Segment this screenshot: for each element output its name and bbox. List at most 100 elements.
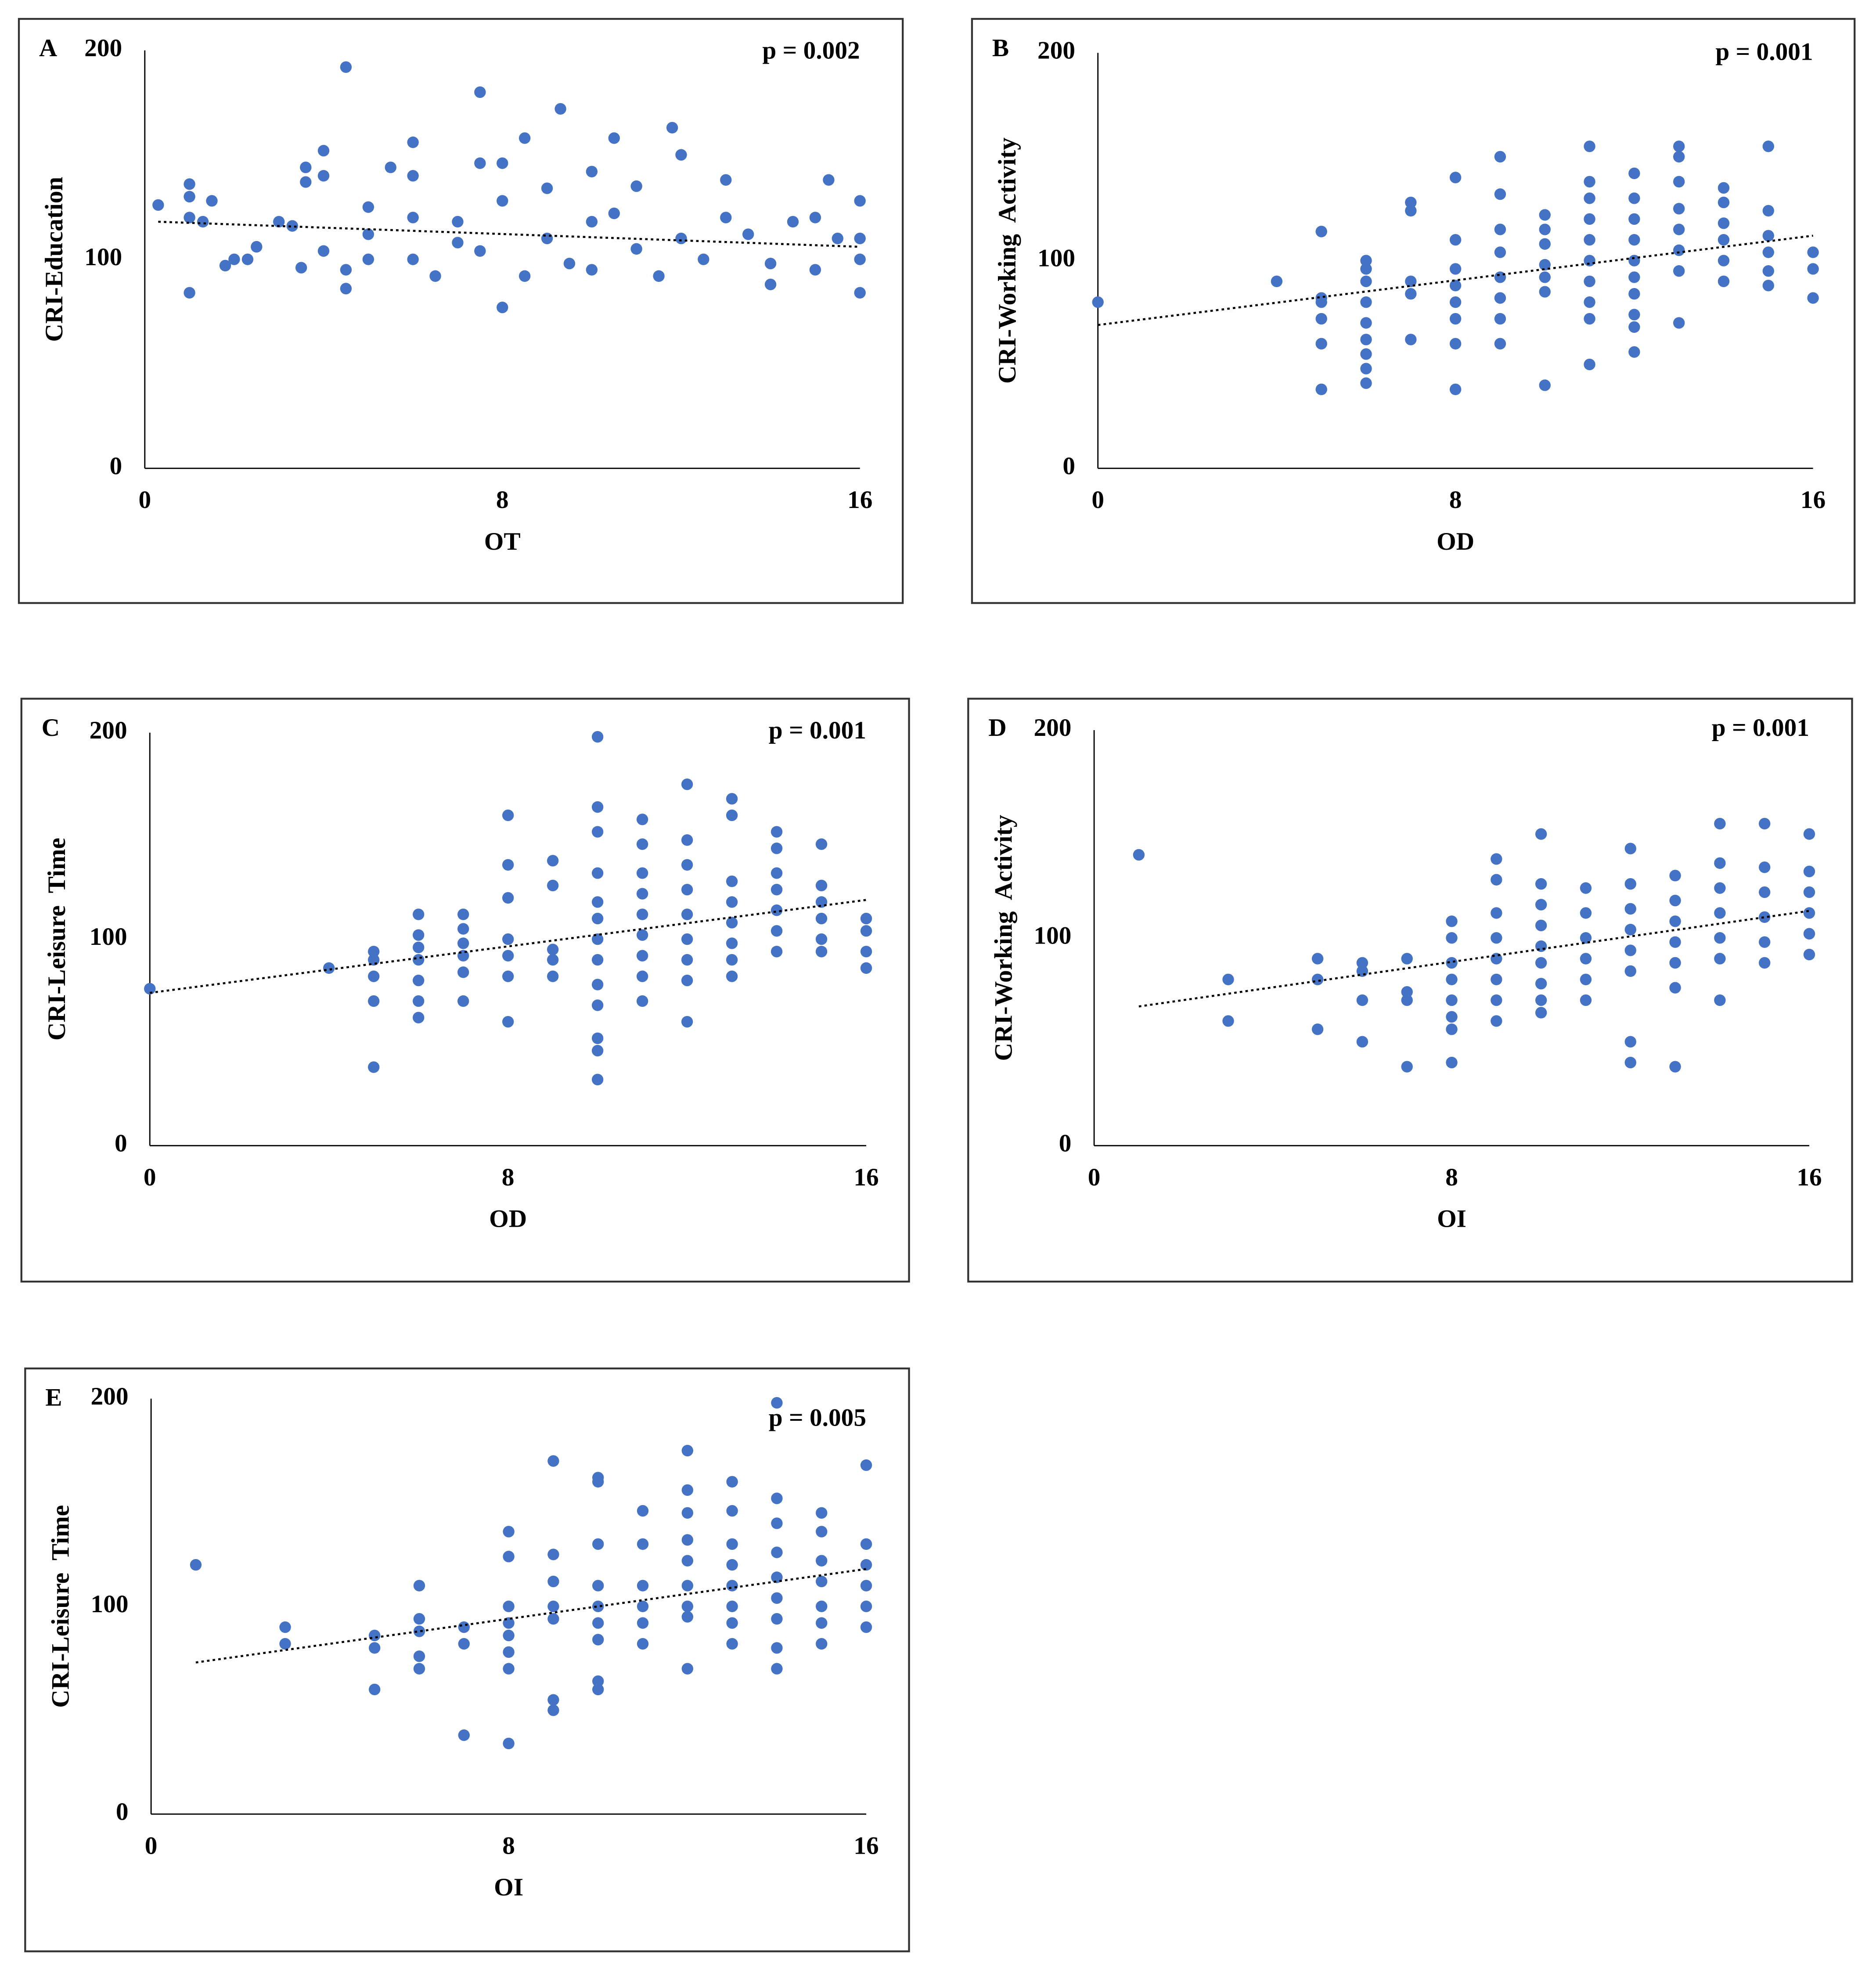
data-point (1271, 275, 1283, 288)
data-point (1405, 334, 1417, 346)
data-point (1311, 953, 1324, 965)
data-point (636, 908, 648, 920)
data-point (184, 191, 195, 203)
y-tick-label: 200 (90, 717, 127, 744)
data-point (681, 1484, 694, 1496)
data-point (1673, 151, 1685, 163)
panel: 0 100 200 0 8 16 A p = 0.002 OT CRI-Education (18, 18, 904, 604)
data-point (1491, 1015, 1502, 1027)
data-point (726, 875, 738, 887)
x-tick-label: 0 (1088, 1164, 1101, 1191)
data-point (1449, 263, 1462, 275)
data-point (547, 1575, 559, 1588)
data-point (1628, 213, 1640, 225)
data-point (726, 1600, 738, 1612)
data-point (1539, 286, 1551, 298)
data-point (1628, 192, 1640, 204)
data-point (407, 212, 419, 223)
data-point (681, 1444, 694, 1457)
data-point (300, 162, 312, 173)
data-point (1446, 994, 1458, 1006)
p-value: p = 0.001 (1715, 38, 1813, 65)
data-point (1759, 818, 1771, 830)
data-point (474, 86, 486, 98)
data-point (1762, 140, 1774, 152)
data-point (1449, 296, 1462, 308)
data-point (816, 1555, 828, 1567)
data-point (591, 1073, 604, 1085)
data-point (1628, 346, 1640, 358)
data-point (592, 1634, 604, 1646)
data-point (726, 954, 738, 966)
data-point (1803, 828, 1815, 840)
y-tick-label: 100 (1037, 245, 1075, 272)
data-point (1315, 338, 1327, 349)
data-point (1446, 973, 1458, 985)
x-tick-label: 0 (1091, 486, 1104, 514)
data-point (555, 103, 566, 115)
data-point (809, 264, 821, 276)
data-point (636, 929, 648, 941)
trend-line (1138, 910, 1810, 1008)
data-point (547, 954, 559, 966)
data-point (1360, 263, 1372, 275)
data-point (815, 946, 828, 958)
y-tick-label: 0 (115, 1129, 127, 1157)
x-tick-label: 16 (1797, 1164, 1822, 1191)
data-point (503, 1550, 515, 1563)
data-point (1624, 903, 1636, 915)
panel-frame (971, 18, 1856, 604)
data-point (1535, 940, 1547, 952)
data-point (1714, 994, 1726, 1006)
data-point (1311, 973, 1324, 985)
data-point (1360, 348, 1372, 360)
data-point (1584, 358, 1595, 371)
data-point (1759, 861, 1771, 873)
data-point (1360, 334, 1372, 346)
data-point (771, 867, 783, 879)
y-tick-label: 0 (116, 1798, 129, 1826)
data-point (502, 950, 514, 962)
data-point (457, 923, 469, 935)
data-point (1535, 899, 1547, 911)
data-point (541, 182, 553, 195)
data-point (591, 867, 604, 879)
data-point (787, 216, 799, 228)
data-point (368, 1629, 381, 1642)
panel: 0 100 200 0 8 16 Ep = 0.005 OI CRI-Leisure Time (24, 1367, 910, 1952)
data-point (681, 778, 693, 790)
x-axis-label: OI (1437, 1205, 1466, 1232)
data-point (591, 1045, 604, 1057)
p-value: p = 0.001 (1712, 714, 1809, 742)
data-point (190, 1559, 202, 1571)
data-point (592, 1683, 604, 1696)
panel-label: A (39, 34, 57, 62)
data-point (726, 1476, 738, 1488)
data-point (1315, 313, 1327, 325)
data-point (591, 801, 604, 813)
data-point (726, 1559, 738, 1571)
data-point (1673, 223, 1685, 235)
data-point (860, 946, 872, 958)
data-point (1491, 953, 1502, 965)
data-point (457, 966, 469, 978)
data-point (1494, 292, 1506, 304)
data-point (726, 1505, 738, 1517)
data-point (764, 278, 777, 290)
data-point (1673, 244, 1685, 256)
data-point (184, 287, 195, 299)
y-axis-label: CRI-Education (40, 177, 68, 342)
data-point (1535, 828, 1547, 840)
trend-line (195, 1568, 867, 1664)
data-point (1584, 192, 1595, 204)
data-point (726, 1580, 738, 1592)
data-point (1360, 377, 1372, 389)
data-point (1673, 317, 1685, 329)
data-point (1449, 172, 1462, 184)
data-point (1360, 317, 1372, 329)
data-point (681, 933, 693, 945)
data-point (591, 912, 604, 925)
data-point (413, 1663, 425, 1675)
data-point (586, 264, 598, 276)
data-point (726, 809, 738, 821)
